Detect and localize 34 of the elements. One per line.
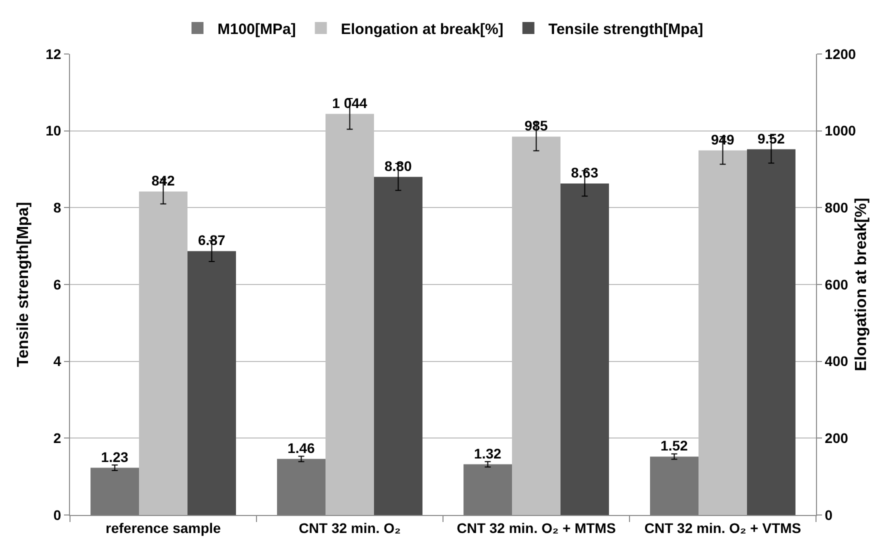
- y2-tick-label: 800: [824, 200, 848, 216]
- y-tick-label: 10: [46, 122, 62, 139]
- data-label: 8.63: [571, 164, 598, 180]
- x-tick-label: CNT 32 min. O₂: [298, 520, 401, 536]
- y2-tick-label: 600: [824, 276, 848, 292]
- y-tick-label: 2: [53, 430, 62, 446]
- y-tick-label: 8: [53, 200, 62, 216]
- bar: [650, 456, 699, 515]
- y2-tick-label: 0: [824, 506, 833, 523]
- bar: [277, 458, 326, 515]
- y-tick-label: 6: [53, 276, 62, 292]
- x-tick-label: CNT 32 min. O₂ + MTMS: [456, 520, 616, 536]
- x-tick-label: CNT 32 min. O₂ + VTMS: [644, 520, 802, 536]
- data-label: 6.87: [198, 232, 226, 248]
- y2-tick-label: 1000: [824, 122, 856, 139]
- data-label: 1.46: [288, 440, 315, 456]
- y-tick-label: 4: [53, 353, 62, 370]
- data-label: 1.23: [101, 448, 128, 465]
- bar: [90, 468, 140, 515]
- data-label: 1.52: [660, 438, 688, 454]
- y2-tick-label: 200: [824, 430, 848, 446]
- legend-label: M100[MPa]: [218, 20, 296, 38]
- y-axis-title: Tensile strength[Mpa]: [15, 202, 32, 368]
- y2-axis-title: Elongation at break[%]: [853, 198, 870, 372]
- legend-label: Tensile strength[Mpa]: [548, 20, 704, 38]
- data-label: 1.32: [474, 445, 502, 462]
- y-tick-label: 12: [46, 46, 62, 62]
- y-tick-label: 0: [53, 506, 62, 523]
- y2-tick-label: 400: [824, 353, 848, 370]
- data-label: 842: [151, 172, 176, 189]
- legend-label: Elongation at break[%]: [340, 20, 504, 38]
- x-tick-label: reference sample: [106, 520, 222, 536]
- bar: [464, 464, 512, 515]
- y2-tick-label: 1200: [824, 46, 856, 62]
